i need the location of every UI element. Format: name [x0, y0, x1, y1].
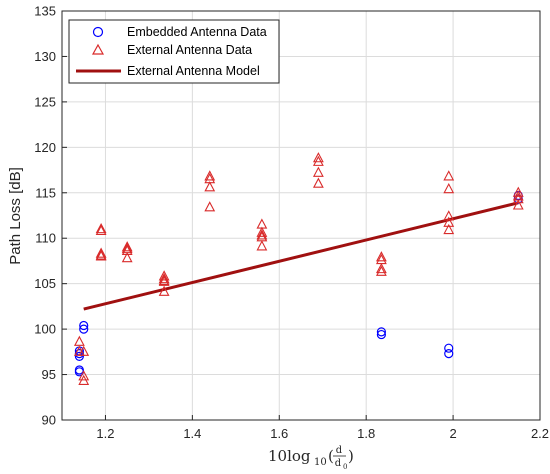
external-data-point [512, 186, 524, 197]
embedded-data-point [444, 349, 454, 359]
external-data-point [204, 181, 216, 192]
external-data-point [375, 251, 387, 262]
external-data-point [256, 226, 268, 237]
embedded-data-point [376, 329, 386, 340]
x-tick-label: 1.4 [183, 426, 201, 441]
x-label-numerator: d [336, 445, 343, 456]
legend: Embedded Antenna Data External Antenna D… [68, 19, 280, 84]
y-tick-label: 135 [34, 4, 56, 19]
external-data-point [158, 272, 170, 284]
x-tick-label: 1.8 [357, 426, 375, 441]
external-data-point [78, 374, 90, 385]
embedded-data-point [79, 320, 89, 331]
y-tick-label: 125 [34, 94, 56, 109]
y-tick-label: 100 [34, 322, 56, 337]
y-tick-label: 90 [42, 413, 56, 428]
external-data-point [95, 224, 107, 236]
external-data-point [204, 170, 216, 181]
x-label-close-paren: ) [348, 447, 354, 465]
embedded-data-point [79, 324, 89, 334]
y-tick-label: 120 [34, 140, 56, 155]
model-line [83, 201, 519, 311]
external-data-point [443, 170, 455, 181]
external-data-point [95, 247, 107, 258]
embedded-data-point [376, 327, 386, 337]
external-data-point [158, 285, 170, 296]
external-data-point [443, 210, 455, 221]
data-marks [73, 152, 524, 385]
legend-circle-marker-icon [92, 26, 104, 38]
external-data-point [512, 199, 524, 210]
embedded-data-point [444, 343, 454, 353]
external-data-point [312, 155, 324, 166]
y-axis-label: Path Loss [dB] [7, 167, 24, 265]
y-tick-label: 105 [34, 276, 56, 291]
external-data-point [73, 335, 85, 346]
external-data-point [121, 252, 133, 263]
external-data-point [204, 201, 216, 212]
x-label-open-paren: ( [328, 447, 334, 465]
x-label-denominator-subscript: 0 [343, 463, 347, 471]
external-data-point [95, 250, 107, 261]
external-data-point [78, 345, 90, 356]
external-data-point [256, 240, 268, 251]
external-data-point [443, 223, 455, 235]
x-label-denominator: d [335, 458, 342, 469]
y-tick-label: 110 [35, 231, 56, 246]
external-data-point [375, 262, 387, 274]
x-tick-label: 2.2 [531, 426, 549, 441]
external-data-point [158, 270, 170, 281]
external-data-point [512, 192, 524, 204]
legend-label-external: External Antenna Data [127, 43, 252, 57]
x-axis-label: 10log 10 ( d d 0 ) [268, 445, 354, 471]
external-data-point [443, 182, 455, 194]
x-label-subscript: 10 [314, 457, 327, 468]
external-data-point [158, 275, 170, 286]
y-tick-label: 95 [42, 367, 56, 382]
plot-frame [61, 10, 541, 421]
y-tick-label: 115 [35, 185, 56, 200]
external-data-point [312, 166, 324, 177]
legend-triangle-marker-icon [91, 43, 105, 55]
external-data-point [121, 244, 133, 255]
external-data-point [375, 265, 387, 276]
external-data-point [443, 216, 455, 227]
external-data-point [121, 241, 133, 252]
external-data-point [312, 152, 324, 163]
external-data-point [95, 222, 107, 234]
y-tick-label: 130 [34, 49, 56, 64]
y-ticks: 90 95 100 105 110 115 120 125 130 135 [34, 4, 67, 428]
legend-label-model: External Antenna Model [127, 64, 260, 78]
embedded-data-point [74, 351, 84, 361]
x-tick-label: 1.6 [270, 426, 288, 441]
x-tick-label: 1.2 [96, 426, 114, 441]
legend-label-embedded: Embedded Antenna Data [127, 25, 267, 39]
external-data-point [256, 229, 268, 240]
external-data-point [312, 177, 324, 188]
external-data-point [78, 370, 90, 381]
x-label-prefix: 10log [268, 447, 311, 465]
x-tick-label: 2 [449, 426, 456, 441]
x-ticks: 1.2 1.4 1.6 1.8 2 2.2 [96, 415, 549, 441]
